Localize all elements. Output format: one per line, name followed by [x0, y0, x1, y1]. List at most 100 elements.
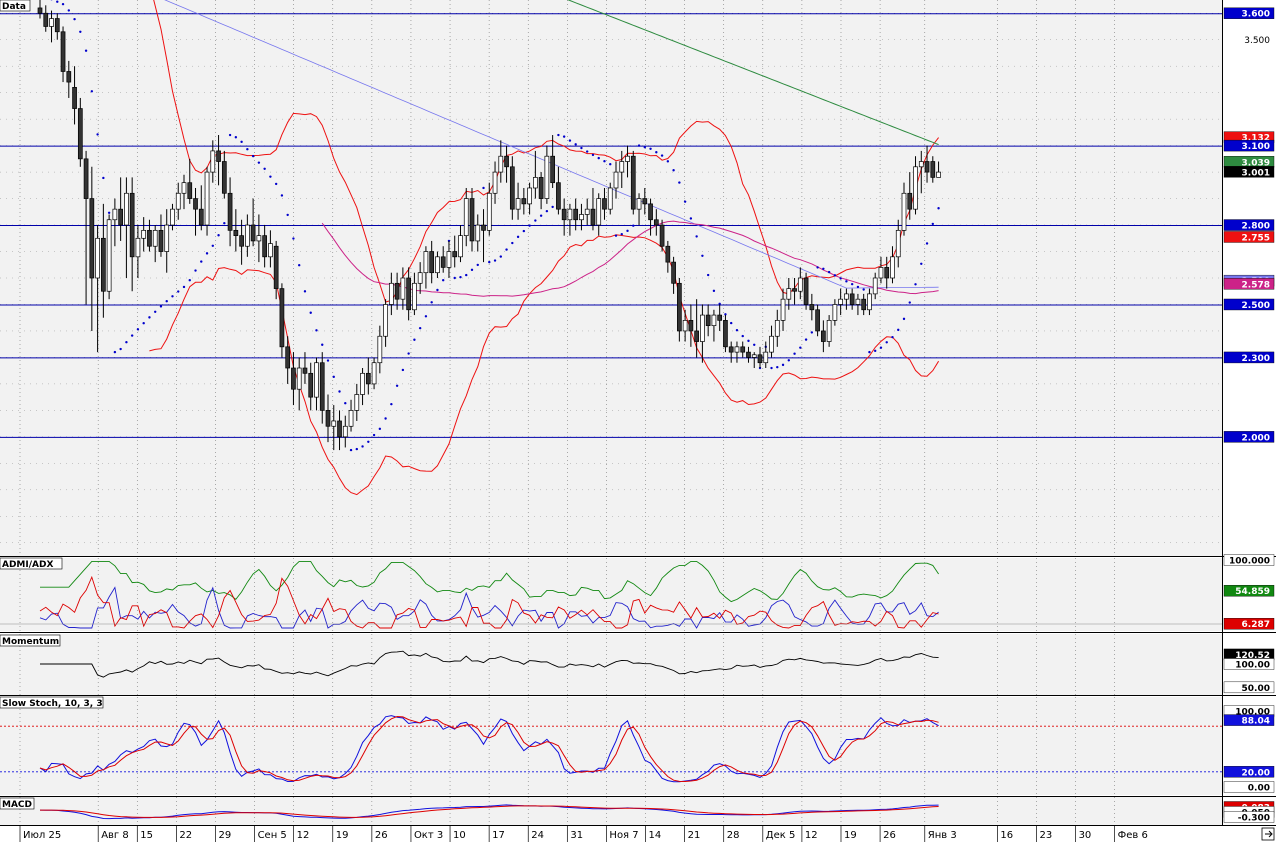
x-axis-label: Июл 25: [23, 830, 61, 841]
candle-body: [700, 314, 705, 342]
candle-body: [348, 410, 354, 427]
sar-dot: [96, 133, 99, 136]
stoch-tag-box: [1223, 714, 1275, 726]
sar-dot: [401, 368, 405, 372]
price-tag: 3.001: [1242, 168, 1270, 178]
candle-body: [440, 256, 446, 268]
x-axis-label: Янв 3: [928, 830, 957, 841]
sar-dot: [539, 214, 543, 217]
sar-dot: [459, 275, 462, 279]
price-panel[interactable]: [0, 0, 1222, 556]
sar-dot: [280, 194, 284, 197]
candle-body: [43, 12, 49, 27]
candle-body: [325, 410, 331, 427]
sar-dot: [56, 0, 59, 3]
sar-dot: [701, 254, 704, 257]
sar-dot: [113, 350, 117, 354]
price-scale[interactable]: [1222, 0, 1276, 826]
sar-dot: [298, 263, 301, 267]
candle-body: [135, 237, 141, 258]
adx-panel[interactable]: [0, 558, 1222, 631]
candle-body: [233, 229, 239, 236]
sar-dot: [349, 448, 353, 452]
x-axis-label: 19: [336, 830, 349, 841]
price-tag: 2.000: [1242, 433, 1270, 443]
sar-dot: [655, 151, 658, 154]
price-tag: 2.755: [1242, 233, 1270, 243]
candle-body: [803, 277, 809, 305]
candle-body: [170, 208, 175, 226]
x-axis-label: 29: [218, 830, 231, 841]
sar-dot: [557, 133, 560, 137]
price-panel-title: Data: [2, 2, 26, 12]
stoch-panel[interactable]: [0, 697, 1222, 795]
momentum-line: [40, 650, 939, 678]
candle-body: [181, 182, 187, 194]
x-axis-label: 12: [805, 830, 818, 841]
candle-body: [659, 224, 665, 247]
candle-body: [302, 367, 308, 374]
price-tag: 3.039: [1242, 158, 1270, 168]
momentum-panel[interactable]: [0, 634, 1222, 695]
sar-dot: [833, 274, 837, 277]
level-lines: [0, 13, 1222, 438]
candle-body: [671, 261, 676, 284]
sar-dot: [148, 316, 151, 319]
candle-body: [757, 354, 763, 364]
sar-dot: [465, 273, 468, 277]
sar-dot: [712, 289, 716, 293]
ma-mid-line: [164, 0, 939, 289]
sar-dot: [223, 222, 226, 225]
candle-body: [101, 237, 106, 292]
adx-tag: 54.859: [1235, 587, 1270, 597]
panel-title-stoch: Slow Stoch, 10, 3, 3: [0, 696, 104, 709]
sar-dot: [741, 334, 744, 338]
sar-dot: [476, 263, 479, 267]
sar-dot: [194, 269, 197, 272]
x-axis-label: 15: [140, 830, 153, 841]
sar-dot: [781, 363, 785, 367]
candle-body: [273, 245, 279, 289]
price-tag-box: [1223, 139, 1275, 152]
x-axis-label: Дек 5: [766, 830, 796, 841]
candle-body: [625, 155, 630, 162]
sar-dot: [850, 282, 854, 286]
sar-dot: [937, 207, 940, 210]
sar-dot: [920, 262, 923, 265]
candle-body: [763, 351, 769, 364]
x-axis-label: 12: [297, 830, 310, 841]
candle-body: [198, 208, 204, 226]
adx-tag: 6.287: [1242, 620, 1270, 630]
stoch-tag: 100.00: [1235, 708, 1270, 718]
sar-dot: [107, 211, 111, 215]
candle-body: [492, 171, 498, 194]
candle-body: [636, 198, 642, 210]
candle-body: [774, 320, 780, 337]
scroll-to-end-icon[interactable]: [1261, 827, 1275, 841]
candle-body: [579, 214, 584, 221]
candle-body: [308, 372, 314, 398]
candle-body: [567, 208, 573, 221]
macd-tag-box: [1223, 811, 1275, 823]
candle-body: [256, 235, 262, 242]
candle-body: [417, 272, 423, 284]
candle-body: [469, 198, 475, 242]
panel-title-price: Data: [0, 0, 31, 12]
candle-body: [728, 346, 734, 353]
candle-body: [584, 208, 590, 215]
sar-dot: [551, 205, 554, 209]
sar-dot: [200, 260, 203, 263]
macd-panel[interactable]: [0, 797, 1222, 825]
sar-dot: [787, 359, 790, 362]
sar-dot: [430, 301, 433, 304]
time-axis[interactable]: [0, 826, 1276, 842]
candle-body: [66, 71, 72, 83]
candle-body: [515, 198, 521, 210]
candle-body: [630, 155, 636, 210]
candle-body: [723, 320, 728, 348]
sar-dot: [332, 375, 335, 379]
candle-body: [573, 208, 579, 221]
x-axis-label: 22: [179, 830, 192, 841]
candle-body: [187, 182, 193, 199]
